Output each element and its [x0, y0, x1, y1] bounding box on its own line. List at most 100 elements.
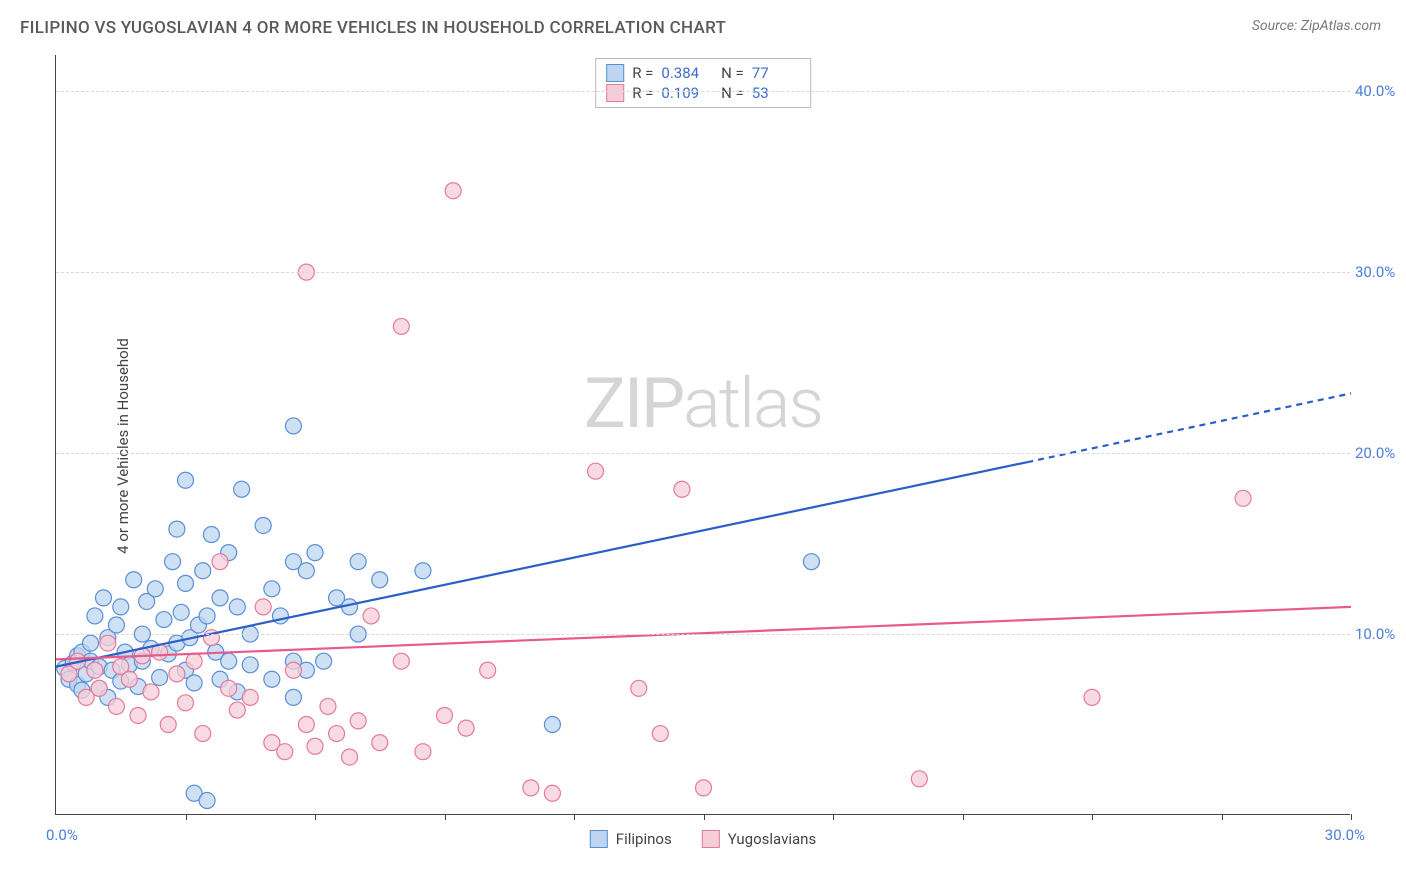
- data-point: [803, 554, 819, 570]
- data-point: [178, 695, 194, 711]
- r-value-filipinos: 0.384: [661, 64, 709, 82]
- gridline: [56, 634, 1350, 635]
- data-point: [87, 608, 103, 624]
- data-point: [234, 481, 250, 497]
- data-point: [212, 554, 228, 570]
- x-tick: [186, 814, 187, 820]
- data-point: [320, 698, 336, 714]
- data-point: [437, 707, 453, 723]
- data-point: [696, 780, 712, 796]
- data-point: [652, 726, 668, 742]
- data-point: [229, 599, 245, 615]
- gridline: [56, 453, 1350, 454]
- data-point: [445, 183, 461, 199]
- data-point: [372, 572, 388, 588]
- data-point: [277, 744, 293, 760]
- data-point: [156, 612, 172, 628]
- data-point: [1084, 689, 1100, 705]
- data-point: [152, 669, 168, 685]
- data-point: [298, 717, 314, 733]
- data-point: [108, 617, 124, 633]
- data-point: [212, 590, 228, 606]
- legend-label-yugoslavians: Yugoslavians: [728, 830, 817, 848]
- data-point: [199, 793, 215, 809]
- x-tick: [315, 814, 316, 820]
- data-point: [83, 635, 99, 651]
- data-point: [393, 318, 409, 334]
- data-point: [242, 657, 258, 673]
- data-point: [113, 599, 129, 615]
- data-point: [285, 689, 301, 705]
- data-point: [199, 608, 215, 624]
- data-point: [87, 662, 103, 678]
- data-point: [363, 608, 379, 624]
- n-value-yugoslavians: 53: [752, 84, 800, 102]
- scatter-chart: [56, 55, 1350, 814]
- data-point: [264, 581, 280, 597]
- data-point: [588, 463, 604, 479]
- data-point: [350, 713, 366, 729]
- data-point: [173, 604, 189, 620]
- gridline: [56, 272, 1350, 273]
- data-point: [350, 554, 366, 570]
- swatch-filipinos: [606, 64, 624, 82]
- data-point: [147, 581, 163, 597]
- trend-line-extrapolated: [1027, 393, 1351, 462]
- data-point: [307, 738, 323, 754]
- y-tick-label: 40.0%: [1355, 82, 1405, 100]
- data-point: [264, 671, 280, 687]
- data-point: [165, 554, 181, 570]
- data-point: [186, 675, 202, 691]
- data-point: [221, 680, 237, 696]
- data-point: [195, 563, 211, 579]
- data-point: [126, 572, 142, 588]
- legend-item-yugoslavians: Yugoslavians: [702, 830, 817, 848]
- x-tick: [1351, 814, 1352, 820]
- data-point: [100, 635, 116, 651]
- data-point: [143, 684, 159, 700]
- data-point: [186, 653, 202, 669]
- data-point: [221, 653, 237, 669]
- x-tick: [1222, 814, 1223, 820]
- data-point: [95, 590, 111, 606]
- swatch-filipinos: [590, 830, 608, 848]
- n-value-filipinos: 77: [752, 64, 800, 82]
- x-tick: [704, 814, 705, 820]
- y-tick-label: 30.0%: [1355, 263, 1405, 281]
- data-point: [195, 726, 211, 742]
- bottom-legend: Filipinos Yugoslavians: [590, 830, 816, 848]
- data-point: [329, 726, 345, 742]
- n-label: N =: [717, 64, 743, 82]
- gridline: [56, 91, 1350, 92]
- data-point: [91, 680, 107, 696]
- n-label: N =: [717, 84, 743, 102]
- data-point: [242, 689, 258, 705]
- data-point: [229, 702, 245, 718]
- data-point: [121, 671, 137, 687]
- data-point: [415, 563, 431, 579]
- stats-row-filipinos: R = 0.384 N = 77: [606, 63, 800, 83]
- y-tick-label: 20.0%: [1355, 444, 1405, 462]
- x-tick: [963, 814, 964, 820]
- data-point: [285, 418, 301, 434]
- data-point: [415, 744, 431, 760]
- x-tick: [574, 814, 575, 820]
- data-point: [631, 680, 647, 696]
- data-point: [911, 771, 927, 787]
- data-point: [178, 575, 194, 591]
- r-label: R =: [632, 64, 653, 82]
- data-point: [178, 472, 194, 488]
- y-tick-label: 10.0%: [1355, 625, 1405, 643]
- data-point: [544, 717, 560, 733]
- data-point: [674, 481, 690, 497]
- data-point: [342, 749, 358, 765]
- data-point: [255, 517, 271, 533]
- r-label: R =: [632, 84, 653, 102]
- plot-area: ZIPatlas R = 0.384 N = 77 R = 0.109 N = …: [55, 55, 1350, 815]
- swatch-yugoslavians: [606, 84, 624, 102]
- legend-label-filipinos: Filipinos: [616, 830, 672, 848]
- x-axis-label-min: 0.0%: [46, 826, 78, 844]
- data-point: [160, 717, 176, 733]
- data-point: [307, 545, 323, 561]
- data-point: [393, 653, 409, 669]
